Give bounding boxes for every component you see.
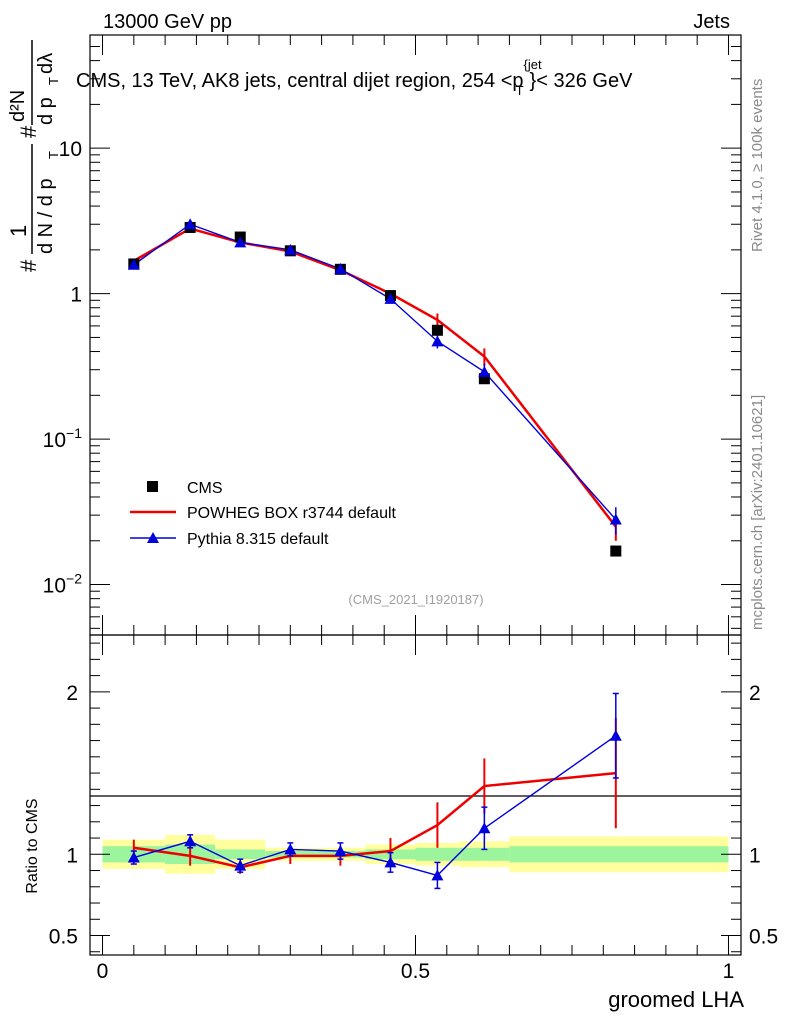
plot-title-end: }< 326 GeV xyxy=(530,70,634,92)
cms-data-point xyxy=(431,324,443,336)
main-ytick-label: 10 xyxy=(59,138,82,161)
rivet-label: Rivet 4.1.0, ≥ 100k events xyxy=(749,79,766,252)
ratio-pythia-marker xyxy=(334,845,347,857)
energy-label: 13000 GeV pp xyxy=(103,11,232,33)
pythia-marker xyxy=(127,258,140,270)
ratio-series-layer xyxy=(127,692,622,890)
legend-cms-marker xyxy=(147,481,158,492)
ylabel-dn: d N / d p xyxy=(35,178,57,254)
ratio-ytick-label-left: 2 xyxy=(66,682,78,705)
analysis-id: (CMS_2021_I1920187) xyxy=(348,592,483,607)
ratio-ytick-label-left: 1 xyxy=(66,844,78,867)
pythia-marker xyxy=(334,262,347,274)
main-y-tick-labels: 10 1 10−1 10−2 xyxy=(43,138,83,597)
ylabel-hash-1: # xyxy=(16,259,41,272)
main-axis-ticks xyxy=(90,34,741,635)
main-ytick-label: 1 xyxy=(70,284,82,307)
pythia-marker xyxy=(609,513,622,525)
ratio-pythia-marker xyxy=(184,835,197,847)
ratio-pythia-marker xyxy=(478,822,491,834)
plot-title-sup: {jet xyxy=(524,57,542,72)
ratio-ytick-label-left: 0.5 xyxy=(49,926,78,949)
legend-cms-label: CMS xyxy=(187,480,223,497)
ratio-axis-ticks xyxy=(90,635,741,955)
main-ytick-label: 10−2 xyxy=(43,571,83,598)
main-ylabel: # 1 d N / d p T # d²N d p T dλ xyxy=(6,40,61,272)
ratio-pythia-marker xyxy=(609,729,622,741)
ratio-ytick-label-right: 0.5 xyxy=(749,926,778,949)
pythia-marker xyxy=(431,335,444,347)
x-tick-labels: 0 0.5 1 xyxy=(97,960,735,983)
plot-title-p: p xyxy=(512,70,523,92)
ratio-band-inner xyxy=(459,847,510,861)
pythia-marker xyxy=(384,292,397,304)
ratio-ytick-label-right: 2 xyxy=(749,682,761,705)
plot-title-sub: T xyxy=(516,83,524,98)
ylabel-t2: T xyxy=(46,77,61,85)
ylabel-one: 1 xyxy=(6,225,31,237)
xtick-label: 0.5 xyxy=(401,960,430,983)
main-series-layer xyxy=(127,218,622,557)
collection-label: Jets xyxy=(693,11,730,33)
ratio-pythia-marker xyxy=(234,859,247,871)
ratio-plot-frame xyxy=(89,634,742,956)
cms-data-point xyxy=(610,545,622,557)
pythia-marker xyxy=(284,243,297,255)
pythia-line xyxy=(133,223,617,520)
ratio-ytick-label-right: 1 xyxy=(749,844,761,867)
ratio-pythia-marker xyxy=(384,856,397,868)
ratio-band-inner xyxy=(215,849,266,860)
ratio-y-tick-labels: 2 2 1 1 0.5 0.5 xyxy=(49,682,778,949)
ratio-band-inner xyxy=(415,847,460,861)
ratio-band-inner xyxy=(509,846,729,863)
ratio-pythia-marker xyxy=(431,869,444,881)
legend-powheg-label: POWHEG BOX r3744 default xyxy=(187,505,397,522)
ylabel-d2n: d²N xyxy=(7,90,29,122)
ylabel-dpt: d p xyxy=(35,97,57,125)
cms-data-point xyxy=(478,373,490,385)
ylabel-dl: dλ xyxy=(35,53,57,74)
ylabel-t1: T xyxy=(46,151,61,159)
legend-pythia-marker xyxy=(147,532,159,543)
legend: CMS POWHEG BOX r3744 default Pythia 8.31… xyxy=(130,480,397,548)
pythia-marker xyxy=(478,365,491,377)
legend-pythia-label: Pythia 8.315 default xyxy=(187,531,329,548)
ratio-uncertainty-bands xyxy=(102,834,729,874)
pythia-marker xyxy=(234,236,247,248)
ratio-ylabel: Ratio to CMS xyxy=(24,798,41,893)
main-ytick-label: 10−1 xyxy=(43,425,83,452)
plot-title-main: CMS, 13 TeV, AK8 jets, central dijet reg… xyxy=(76,70,512,92)
ratio-pythia-marker xyxy=(284,843,297,855)
ylabel-hash-2: # xyxy=(16,125,41,138)
x-axis-label: groomed LHA xyxy=(608,987,744,1012)
mcplots-label: mcplots.cern.ch [arXiv:2401.10621] xyxy=(749,395,766,630)
pythia-marker xyxy=(184,218,197,230)
xtick-label: 1 xyxy=(723,960,735,983)
plot-title: CMS, 13 TeV, AK8 jets, central dijet reg… xyxy=(76,57,633,98)
ratio-pythia-marker xyxy=(127,851,140,863)
xtick-label: 0 xyxy=(97,960,109,983)
